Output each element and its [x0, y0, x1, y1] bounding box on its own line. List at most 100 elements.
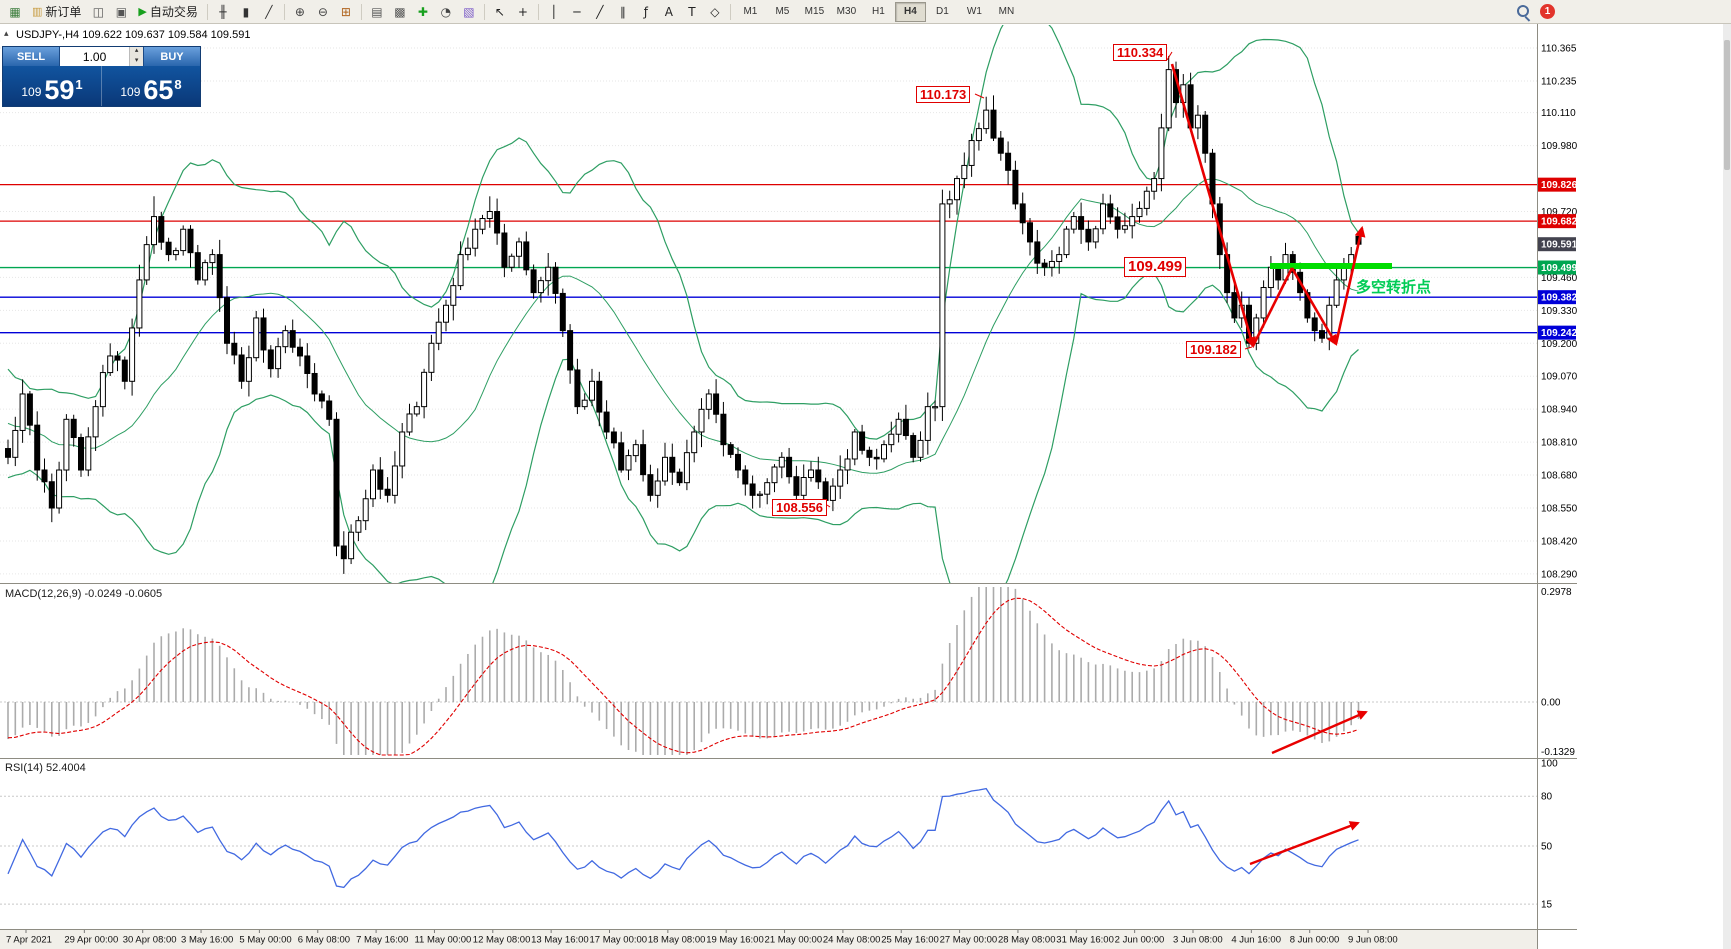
search-icon[interactable]	[1514, 3, 1532, 21]
toolbar-separator	[537, 3, 539, 20]
bollinger-lower-line	[7, 272, 1359, 583]
price-badge-label: 109.682	[1541, 217, 1578, 228]
line-chart-icon[interactable]: ╱	[265, 4, 273, 19]
trend-arrow[interactable]	[1290, 267, 1338, 346]
timeframe-m5[interactable]: M5	[775, 6, 790, 17]
grid-icon[interactable]: ▩	[394, 4, 406, 19]
indicators-icon[interactable]: ✚	[417, 4, 428, 19]
tile-windows-icon[interactable]: ⊞	[340, 4, 351, 19]
vertical-line-icon[interactable]: │	[550, 4, 558, 19]
time-axis-label: 29 Apr 00:00	[64, 935, 118, 946]
crosshair-icon[interactable]: +	[517, 4, 528, 19]
toolbar-separator	[206, 3, 208, 20]
rsi-axis-label: 80	[1541, 792, 1553, 803]
templates-icon[interactable]: ▧	[463, 4, 475, 19]
price-tick-label: 108.290	[1541, 569, 1578, 580]
volume-stepper[interactable]: ▴ ▾	[129, 47, 143, 66]
turning-point-label: 多空转折点	[1356, 279, 1432, 296]
price-badge	[1538, 325, 1576, 340]
trend-arrow[interactable]	[1170, 63, 1256, 349]
text-icon[interactable]: A	[664, 4, 674, 19]
bollinger-middle-line	[7, 178, 1359, 474]
fibonacci-icon[interactable]: ƒ	[643, 4, 649, 19]
bid-pipette: 1	[75, 77, 83, 92]
timeframe-h1[interactable]: H1	[872, 6, 885, 17]
time-axis-label: 3 Jun 08:00	[1173, 935, 1223, 946]
time-axis-label: 5 May 00:00	[239, 935, 291, 946]
scrollbar-thumb[interactable]	[1724, 40, 1730, 170]
label-icon[interactable]: T	[688, 4, 696, 19]
new-order-button[interactable]: ▥ 新订单	[27, 2, 86, 21]
shapes-icon[interactable]: ◇	[710, 4, 720, 19]
volume-input[interactable]	[60, 47, 130, 66]
ask-main: 65	[143, 75, 174, 105]
trendline-icon[interactable]: ╱	[596, 4, 604, 19]
toolbar-right-cluster: 1	[1514, 3, 1555, 21]
time-axis-label: 19 May 16:00	[706, 935, 764, 946]
zoom-in-icon[interactable]: ⊕	[294, 4, 305, 19]
time-axis-label: 18 May 08:00	[648, 935, 706, 946]
bollinger-upper-line	[7, 25, 1359, 440]
time-axis-label: 4 Jun 16:00	[1231, 935, 1281, 946]
price-annotation[interactable]: 110.334	[1113, 44, 1168, 61]
price-annotation[interactable]: 109.499	[1124, 257, 1187, 277]
trend-arrow[interactable]	[1334, 225, 1366, 345]
trend-arrow[interactable]	[1249, 821, 1360, 866]
price-badge-label: 109.499	[1541, 263, 1578, 274]
sell-button[interactable]: SELL	[3, 47, 60, 66]
time-axis-label: 11 May 00:00	[414, 935, 471, 946]
price-tick-label: 108.680	[1541, 471, 1578, 482]
chart-list-icon[interactable]: ◫	[92, 4, 105, 19]
volume-field[interactable]: ▴ ▾	[60, 47, 143, 66]
price-badge-label: 109.242	[1541, 328, 1578, 339]
candles-layer	[5, 55, 1362, 574]
ask-prefix: 109	[120, 85, 141, 99]
price-annotation[interactable]: 110.173	[916, 86, 971, 103]
trend-arrow[interactable]	[1251, 267, 1294, 347]
time-axis-label: 31 May 16:00	[1056, 935, 1114, 946]
new-order-button-label: 新订单	[45, 5, 82, 19]
time-axis-label: 27 May 00:00	[940, 935, 998, 946]
timeframe-mn[interactable]: MN	[998, 6, 1015, 17]
volume-down-icon[interactable]: ▾	[130, 56, 143, 66]
time-axis-strip	[0, 930, 1537, 949]
price-badge	[1538, 290, 1576, 305]
timeframe-w1[interactable]: W1	[966, 6, 982, 17]
time-axis-label: 2 Jun 00:00	[1115, 935, 1165, 946]
timeframe-m30[interactable]: M30	[836, 6, 857, 17]
chart-scrollbar[interactable]	[1723, 24, 1731, 949]
oneclick-collapse-icon[interactable]: ▴	[4, 28, 9, 38]
buy-button[interactable]: BUY	[143, 47, 200, 66]
timeframe-h4[interactable]: H4	[894, 1, 926, 22]
autotrading-button[interactable]: ▶ 自动交易	[133, 2, 202, 21]
volume-up-icon[interactable]: ▴	[130, 47, 143, 57]
price-annotation[interactable]: 108.556	[772, 499, 827, 516]
profiles-icon[interactable]: ▣	[115, 4, 128, 19]
notification-badge[interactable]: 1	[1540, 4, 1555, 19]
bid-ask-display: 109 59 1 109 65 8	[3, 66, 200, 106]
chart-annotations[interactable]	[826, 51, 1392, 866]
channel-icon[interactable]: ∥	[619, 4, 626, 19]
price-tick-label: 110.235	[1541, 77, 1577, 88]
auto-arrange-icon[interactable]: ▤	[371, 4, 383, 19]
timeframe-m15[interactable]: M15	[804, 6, 825, 17]
time-axis-label: 17 May 00:00	[590, 935, 648, 946]
price-tick-label: 110.365	[1541, 44, 1577, 55]
ohlc-bars-icon[interactable]: ╫	[219, 4, 227, 19]
price-annotation[interactable]: 109.182	[1186, 341, 1241, 358]
chart-symbol-ohlc: USDJPY-,H4 109.622 109.637 109.584 109.5…	[16, 29, 251, 41]
timeframe-d1[interactable]: D1	[936, 6, 949, 17]
timeframe-m1[interactable]: M1	[743, 6, 758, 17]
chart-window-icon[interactable]: ▦	[9, 4, 21, 19]
bid-prefix: 109	[21, 85, 42, 99]
zoom-out-icon[interactable]: ⊖	[317, 4, 328, 19]
price-tick-label: 109.460	[1541, 273, 1578, 284]
periods-icon[interactable]: ◔	[440, 4, 452, 19]
cursor-icon[interactable]: ↖	[494, 4, 505, 19]
candlestick-icon[interactable]: ▮	[242, 4, 250, 19]
trend-arrow[interactable]	[1271, 710, 1368, 755]
horizontal-line-icon[interactable]: ─	[573, 4, 581, 19]
time-axis-label: 7 Apr 2021	[6, 935, 52, 946]
